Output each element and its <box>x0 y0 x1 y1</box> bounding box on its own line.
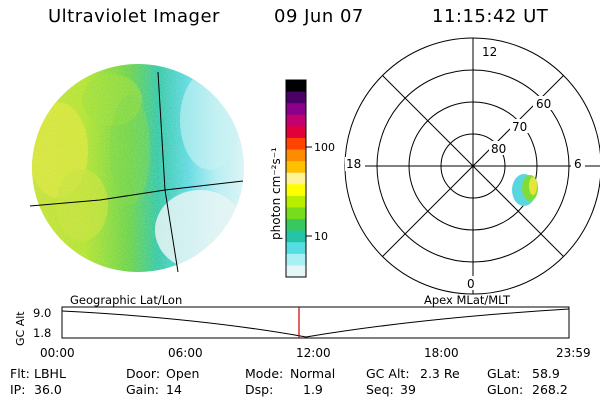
mlt-label-6: 6 <box>574 157 582 171</box>
x-tick-1200: 12:00 <box>296 346 331 360</box>
gain-value: 14 <box>166 382 182 397</box>
colorbar-segment <box>286 114 306 127</box>
x-tick-1800: 18:00 <box>424 346 459 360</box>
colorbar-segment <box>286 137 306 151</box>
x-tick-2359: 23:59 <box>556 346 591 360</box>
colorbar-segment <box>286 126 306 139</box>
glat-value: 58.9 <box>532 366 560 381</box>
x-tick-0000: 00:00 <box>40 346 75 360</box>
mlt-label-12: 12 <box>482 45 497 59</box>
colorbar-segment <box>286 230 306 243</box>
earth-disk-image <box>29 64 244 273</box>
door-value: Open <box>166 366 200 381</box>
y-tick-1-8: 1.8 <box>33 326 51 340</box>
x-tick-0600: 06:00 <box>168 346 203 360</box>
dsp-value: 1.9 <box>303 382 323 397</box>
colorbar-segment <box>286 207 306 220</box>
glon-value: 268.2 <box>532 382 568 397</box>
colorbar-segment <box>286 184 306 197</box>
lat-gridline <box>29 180 244 207</box>
instrument-title: Ultraviolet Imager <box>48 6 220 27</box>
seq-label: Seq: <box>366 382 394 397</box>
seq-value: 39 <box>400 382 416 397</box>
colorbar-segment <box>286 80 306 93</box>
ip-value: 36.0 <box>34 382 62 397</box>
altitude-curve <box>61 308 570 338</box>
flt-label: Flt: <box>10 366 30 381</box>
ip-label: IP: <box>10 382 26 397</box>
flt-value: LBHL <box>34 366 66 381</box>
orbit-timeline: Geographic Lat/Lon Apex MLat/MLT GC Alt … <box>14 293 591 360</box>
glon-label: GLon: <box>487 382 524 397</box>
mlat-label-60: 60 <box>536 97 551 111</box>
mlt-label-18: 18 <box>346 157 361 171</box>
intensity-colorbar: 100 10 photon cm⁻²s⁻¹ <box>269 79 335 278</box>
mode-label: Mode: <box>245 366 284 381</box>
image-date: 09 Jun 07 <box>274 6 364 27</box>
y-tick-9: 9.0 <box>33 306 51 320</box>
colorbar-tick-10: 10 <box>314 230 328 243</box>
mode-value: Normal <box>290 366 336 381</box>
polar-mlt-plot: 12 6 0 18 60 70 80 <box>344 37 600 295</box>
glat-label: GLat: <box>487 366 521 381</box>
mlat-label-70: 70 <box>512 120 527 134</box>
colorbar-segment <box>286 103 306 116</box>
door-label: Door: <box>126 366 161 381</box>
mlat-label-80: 80 <box>491 142 506 156</box>
colorbar-segment <box>286 149 306 162</box>
colorbar-segment <box>286 253 306 267</box>
timeline-y-title: GC Alt <box>14 311 27 346</box>
colorbar-segment <box>286 172 306 185</box>
colorbar-unit-label: photon cm⁻²s⁻¹ <box>269 147 283 240</box>
mlt-label-0: 0 <box>467 277 475 291</box>
gain-label: Gain: <box>126 382 159 397</box>
image-time: 11:15:42 UT <box>432 6 549 27</box>
gcalt-label: GC Alt: <box>366 366 410 381</box>
colorbar-tick-100: 100 <box>314 141 335 154</box>
colorbar-segment <box>286 161 306 174</box>
colorbar-segment <box>286 219 306 232</box>
gcalt-value: 2.3 Re <box>420 366 460 381</box>
colorbar-segment <box>286 265 306 278</box>
dsp-label: Dsp: <box>245 382 274 397</box>
colorbar-segment <box>286 91 306 104</box>
colorbar-segment <box>286 195 306 209</box>
timeline-right-label: Apex MLat/MLT <box>424 293 511 307</box>
timeline-left-label: Geographic Lat/Lon <box>70 293 182 307</box>
colorbar-segment <box>286 242 306 255</box>
